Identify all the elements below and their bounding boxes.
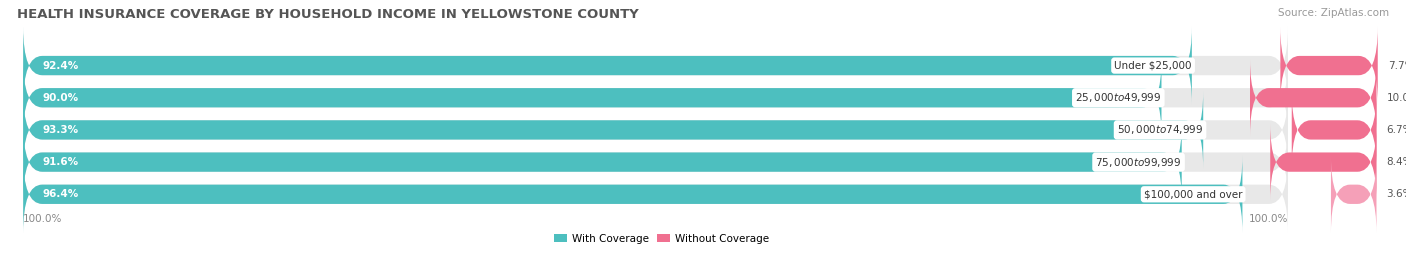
Text: 91.6%: 91.6%: [42, 157, 79, 167]
FancyBboxPatch shape: [1270, 123, 1376, 201]
Text: 90.0%: 90.0%: [42, 93, 79, 103]
Text: $75,000 to $99,999: $75,000 to $99,999: [1095, 155, 1181, 169]
FancyBboxPatch shape: [22, 123, 1288, 201]
Legend: With Coverage, Without Coverage: With Coverage, Without Coverage: [550, 229, 773, 248]
FancyBboxPatch shape: [22, 156, 1288, 233]
FancyBboxPatch shape: [1281, 27, 1378, 104]
FancyBboxPatch shape: [1250, 59, 1376, 136]
Text: 6.7%: 6.7%: [1386, 125, 1406, 135]
FancyBboxPatch shape: [22, 27, 1288, 104]
FancyBboxPatch shape: [1331, 156, 1376, 233]
FancyBboxPatch shape: [22, 123, 1181, 201]
Text: Source: ZipAtlas.com: Source: ZipAtlas.com: [1278, 8, 1389, 18]
Text: $50,000 to $74,999: $50,000 to $74,999: [1116, 123, 1204, 136]
Text: Under $25,000: Under $25,000: [1115, 61, 1192, 70]
FancyBboxPatch shape: [22, 91, 1288, 169]
Text: 92.4%: 92.4%: [42, 61, 79, 70]
FancyBboxPatch shape: [1292, 91, 1376, 169]
Text: 10.0%: 10.0%: [1386, 93, 1406, 103]
Text: 100.0%: 100.0%: [22, 214, 63, 224]
Text: 96.4%: 96.4%: [42, 189, 79, 199]
Text: 8.4%: 8.4%: [1386, 157, 1406, 167]
FancyBboxPatch shape: [22, 27, 1192, 104]
Text: 3.6%: 3.6%: [1386, 189, 1406, 199]
Text: 93.3%: 93.3%: [42, 125, 79, 135]
Text: 100.0%: 100.0%: [1249, 214, 1288, 224]
FancyBboxPatch shape: [22, 59, 1161, 136]
FancyBboxPatch shape: [22, 59, 1288, 136]
Text: HEALTH INSURANCE COVERAGE BY HOUSEHOLD INCOME IN YELLOWSTONE COUNTY: HEALTH INSURANCE COVERAGE BY HOUSEHOLD I…: [17, 8, 638, 21]
Text: $25,000 to $49,999: $25,000 to $49,999: [1076, 91, 1161, 104]
Text: 7.7%: 7.7%: [1388, 61, 1406, 70]
Text: $100,000 and over: $100,000 and over: [1144, 189, 1243, 199]
FancyBboxPatch shape: [22, 156, 1243, 233]
FancyBboxPatch shape: [22, 91, 1204, 169]
